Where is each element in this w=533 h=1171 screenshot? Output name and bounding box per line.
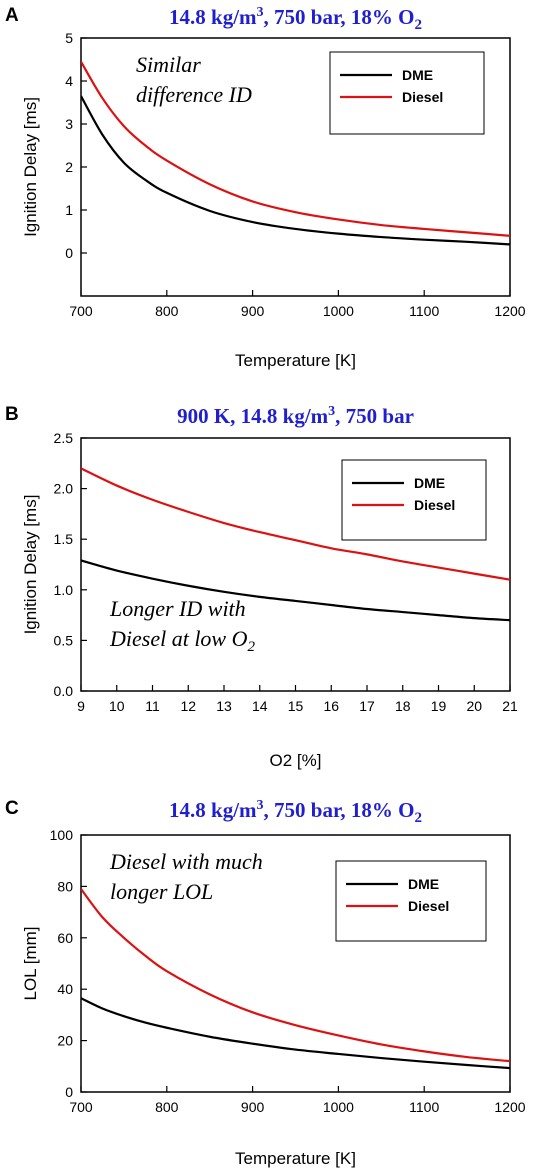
chart-title: 14.8 kg/m3, 750 bar, 18% O2 (169, 5, 422, 33)
annotation-line: Longer ID with (109, 596, 246, 621)
x-tick-label: 14 (252, 698, 268, 714)
x-tick-label: 1200 (494, 1099, 525, 1115)
x-tick-label: 1000 (323, 1099, 354, 1115)
annotation-line: Diesel with much (109, 849, 263, 874)
x-tick-label: 12 (180, 698, 196, 714)
chart-title: 14.8 kg/m3, 750 bar, 18% O2 (169, 798, 422, 826)
y-tick-label: 5 (65, 30, 73, 46)
chart-title: 900 K, 14.8 kg/m3, 750 bar (177, 404, 414, 428)
x-tick-label: 10 (109, 698, 125, 714)
x-axis-label: Temperature [K] (235, 1149, 356, 1168)
legend-label-diesel: Diesel (408, 898, 449, 914)
annotation-line: longer LOL (110, 879, 213, 904)
y-tick-label: 80 (57, 878, 73, 894)
panel-letter: C (5, 798, 19, 819)
series-line-dme (81, 559, 510, 622)
x-tick-label: 13 (216, 698, 232, 714)
y-axis-label: Ignition Delay [ms] (21, 495, 40, 635)
x-tick-label: 18 (395, 698, 411, 714)
legend-label-diesel: Diesel (402, 89, 443, 105)
y-tick-label: 60 (57, 930, 73, 946)
x-tick-label: 900 (241, 1099, 265, 1115)
x-tick-label: 800 (155, 1099, 179, 1115)
y-tick-label: 3 (65, 116, 73, 132)
y-tick-label: 1.5 (54, 531, 74, 547)
y-tick-label: 4 (65, 73, 73, 89)
x-tick-label: 16 (323, 698, 339, 714)
panel-letter: B (5, 404, 19, 425)
series-line-diesel (81, 61, 510, 237)
y-tick-label: 0 (65, 245, 73, 261)
x-tick-label: 900 (241, 303, 265, 319)
y-tick-label: 0 (65, 1084, 73, 1100)
legend-box (341, 459, 487, 541)
y-tick-label: 20 (57, 1033, 73, 1049)
y-axis-label: Ignition Delay [ms] (21, 97, 40, 237)
chart-panel-b: B 900 K, 14.8 kg/m3, 750 bar 9 10 11 12 13 14 15… (5, 404, 518, 770)
series-line-dme (81, 997, 510, 1070)
legend-label-diesel: Diesel (414, 497, 455, 513)
series-line-dme (81, 95, 510, 246)
legend-box (329, 51, 485, 135)
x-axis-label: O2 [%] (270, 751, 322, 770)
x-tick-label: 1200 (494, 303, 525, 319)
legend-label-dme: DME (402, 67, 433, 83)
legend-box (335, 860, 487, 942)
x-tick-label: 21 (502, 698, 518, 714)
y-axis-label: LOL [mm] (21, 927, 40, 1001)
x-tick-label: 19 (431, 698, 447, 714)
legend-label-dme: DME (414, 475, 445, 491)
x-tick-label: 1100 (409, 303, 439, 319)
y-tick-label: 100 (50, 827, 74, 843)
x-tick-label: 700 (69, 1099, 93, 1115)
y-tick-label: 1 (65, 202, 73, 218)
annotation-line: difference ID (136, 82, 252, 107)
panel-letter: A (5, 5, 19, 26)
x-tick-label: 700 (69, 303, 93, 319)
x-tick-label: 20 (466, 698, 482, 714)
y-tick-label: 0.0 (54, 683, 74, 699)
y-tick-label: 2.0 (54, 481, 74, 497)
plot-frame (80, 834, 511, 1093)
y-tick-label: 0.5 (54, 632, 74, 648)
x-tick-label: 800 (155, 303, 179, 319)
series-line-diesel (81, 888, 510, 1063)
y-tick-label: 2.5 (54, 430, 74, 446)
x-tick-label: 17 (359, 698, 375, 714)
x-tick-label: 11 (145, 698, 160, 714)
x-tick-label: 15 (288, 698, 304, 714)
y-tick-label: 1.0 (54, 582, 74, 598)
x-tick-label: 9 (77, 698, 85, 714)
y-tick-label: 2 (65, 159, 73, 175)
annotation-line: Diesel at low O2 (109, 626, 256, 655)
chart-panel-a: A 14.8 kg/m3, 750 bar, 18% O2 700 800 900 100… (5, 5, 526, 370)
legend-label-dme: DME (408, 876, 439, 892)
x-tick-label: 1000 (323, 303, 354, 319)
series-line-diesel (81, 467, 510, 581)
x-tick-label: 1100 (409, 1099, 439, 1115)
y-tick-label: 40 (57, 981, 73, 997)
annotation-line: Similar (136, 52, 201, 77)
x-axis-label: Temperature [K] (235, 351, 356, 370)
